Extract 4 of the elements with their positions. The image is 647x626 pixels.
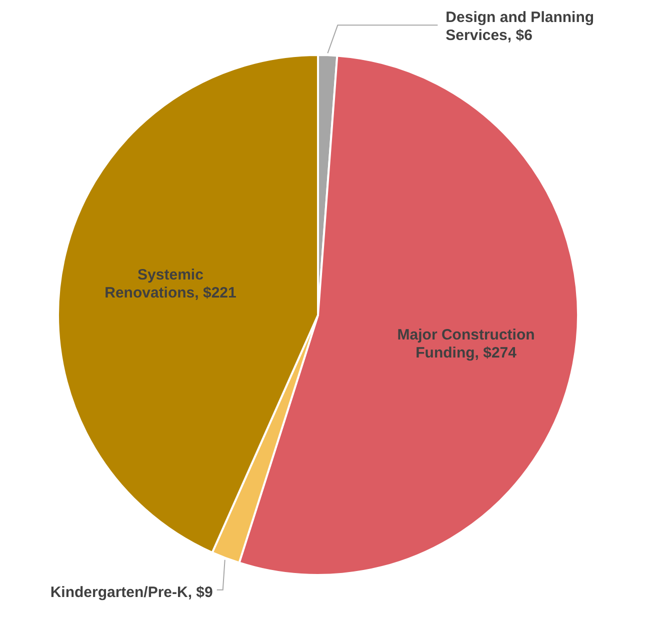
slice-label: Systemic Renovations, $221 xyxy=(104,266,236,302)
slice-label: Major Construction Funding, $274 xyxy=(397,326,535,362)
slice-label: Design and Planning Services, $6 xyxy=(446,8,594,44)
slice-label: Kindergarten/Pre-K, $9 xyxy=(50,583,213,600)
